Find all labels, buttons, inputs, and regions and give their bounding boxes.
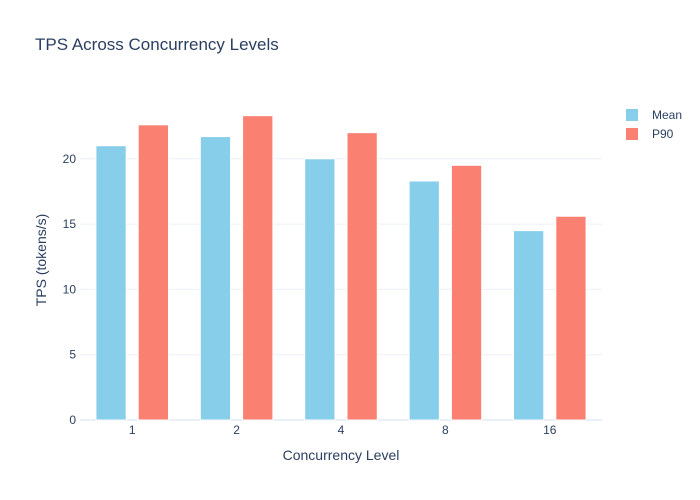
legend-label: P90 [652,127,674,141]
bar-p90-8[interactable] [450,164,483,421]
legend-item-p90[interactable]: P90 [626,127,674,141]
x-tick-label: 2 [233,423,240,437]
bar-mean-1[interactable] [95,145,127,421]
y-tick-label: 15 [63,217,77,231]
y-tick-label: 5 [69,348,76,362]
y-axis-title: TPS (tokens/s) [33,214,49,307]
y-tick-label: 20 [63,152,77,166]
y-tick-label: 10 [63,282,77,296]
x-tick-label: 1 [129,423,136,437]
bars [95,115,587,421]
chart-title: TPS Across Concurrency Levels [35,35,279,54]
bar-mean-4[interactable] [304,158,336,421]
legend-swatch [626,109,638,121]
legend-swatch [626,128,638,140]
bar-mean-2[interactable] [199,136,232,421]
bar-p90-4[interactable] [346,132,378,421]
x-axis-title: Concurrency Level [283,447,400,463]
bar-p90-2[interactable] [242,115,274,421]
y-axis-ticks: 0 5 10 15 20 [63,152,77,427]
legend-item-mean[interactable]: Mean [626,108,682,122]
legend-label: Mean [652,108,682,122]
x-axis-ticks: 1 2 4 8 16 [129,423,557,437]
legend[interactable]: Mean P90 [626,108,682,141]
bar-p90-16[interactable] [555,215,587,421]
y-tick-label: 0 [69,413,76,427]
x-tick-label: 4 [338,423,345,437]
bar-mean-8[interactable] [408,180,440,421]
x-tick-label: 8 [442,423,449,437]
x-tick-label: 16 [543,423,557,437]
bar-mean-16[interactable] [513,230,545,421]
bar-p90-1[interactable] [137,124,169,421]
